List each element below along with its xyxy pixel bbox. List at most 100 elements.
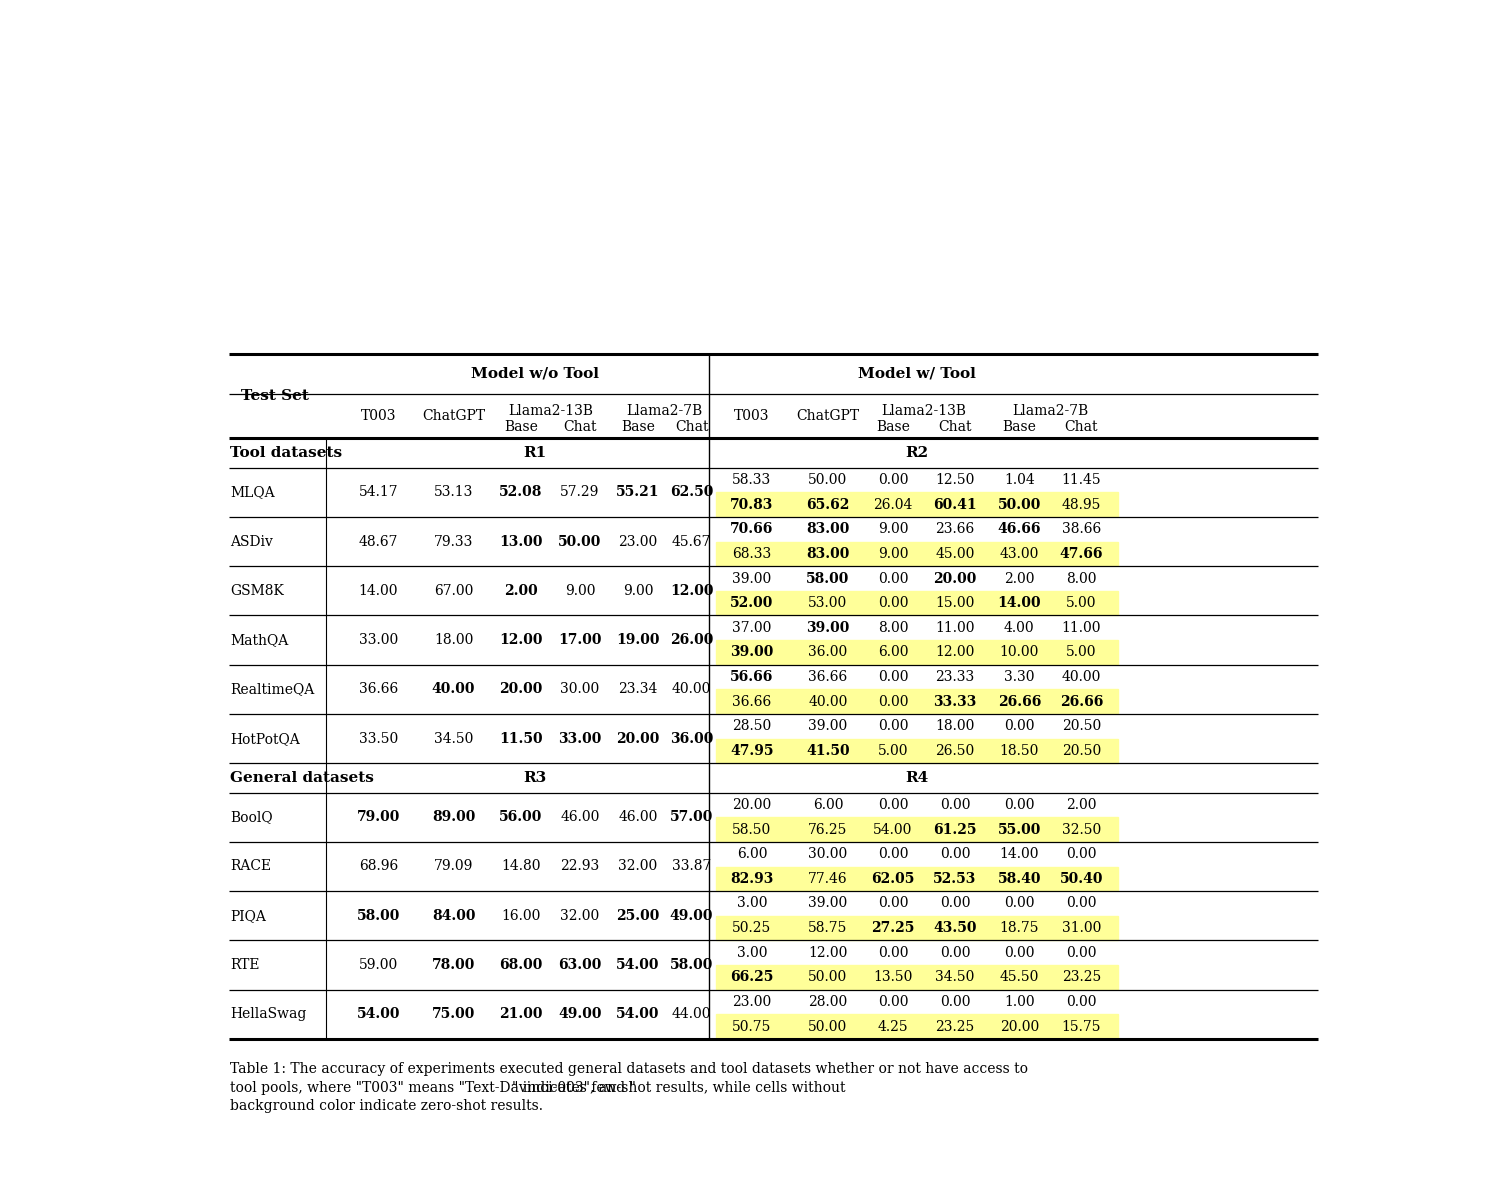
Text: 55.21: 55.21 — [617, 486, 660, 499]
Text: 23.25: 23.25 — [1062, 970, 1101, 984]
Text: MLQA: MLQA — [231, 486, 276, 499]
Text: 23.66: 23.66 — [936, 522, 974, 536]
Text: 26.66: 26.66 — [1059, 695, 1103, 709]
Text: 39.00: 39.00 — [808, 897, 848, 910]
Text: 34.50: 34.50 — [434, 732, 474, 745]
Text: 9.00: 9.00 — [878, 522, 909, 536]
Text: 84.00: 84.00 — [432, 909, 475, 923]
Text: 0.00: 0.00 — [878, 472, 909, 487]
Text: 54.00: 54.00 — [617, 1007, 660, 1022]
Text: 70.83: 70.83 — [730, 498, 773, 512]
Text: Table 1: The accuracy of experiments executed general datasets and tool datasets: Table 1: The accuracy of experiments exe… — [231, 1063, 1028, 1076]
Text: 56.66: 56.66 — [730, 670, 773, 684]
Text: 48.95: 48.95 — [1062, 498, 1101, 512]
Text: 49.00: 49.00 — [559, 1007, 602, 1022]
Text: 79.33: 79.33 — [434, 535, 474, 548]
Text: 36.66: 36.66 — [359, 683, 398, 696]
Bar — [715, 739, 1118, 762]
Text: Chat: Chat — [1065, 421, 1098, 434]
Text: 49.00: 49.00 — [670, 909, 714, 923]
Bar — [715, 641, 1118, 664]
Bar — [715, 965, 1118, 989]
Text: Llama2-7B: Llama2-7B — [1012, 404, 1089, 417]
Text: 15.75: 15.75 — [1061, 1019, 1101, 1034]
Text: Llama2-13B: Llama2-13B — [882, 404, 967, 417]
Text: 55.00: 55.00 — [998, 822, 1042, 837]
Text: 58.40: 58.40 — [998, 871, 1042, 886]
Text: 61.25: 61.25 — [933, 822, 977, 837]
Text: 28.00: 28.00 — [808, 995, 848, 1008]
Text: 68.00: 68.00 — [499, 958, 542, 972]
Text: 44.00: 44.00 — [672, 1007, 711, 1022]
Text: 12.50: 12.50 — [936, 472, 974, 487]
Text: 50.25: 50.25 — [733, 921, 772, 935]
Text: background color indicate zero-shot results.: background color indicate zero-shot resu… — [231, 1099, 544, 1113]
Text: 16.00: 16.00 — [501, 909, 541, 923]
Text: Model w/ Tool: Model w/ Tool — [858, 367, 976, 381]
Text: 52.08: 52.08 — [499, 486, 542, 499]
Bar — [715, 1014, 1118, 1039]
Text: RACE: RACE — [231, 859, 271, 874]
Text: 78.00: 78.00 — [432, 958, 475, 972]
Text: R3: R3 — [523, 770, 547, 785]
Text: MathQA: MathQA — [231, 633, 289, 647]
Text: RealtimeQA: RealtimeQA — [231, 683, 314, 696]
Text: 39.00: 39.00 — [733, 571, 772, 585]
Text: 43.50: 43.50 — [933, 921, 977, 935]
Bar — [715, 817, 1118, 841]
Text: 0.00: 0.00 — [1067, 897, 1097, 910]
Text: Chat: Chat — [675, 421, 708, 434]
Text: 5.00: 5.00 — [1067, 596, 1097, 611]
Text: R4: R4 — [904, 770, 928, 785]
Text: 4.25: 4.25 — [878, 1019, 909, 1034]
Text: 31.00: 31.00 — [1062, 921, 1101, 935]
Text: 0.00: 0.00 — [1067, 946, 1097, 959]
Text: 41.50: 41.50 — [806, 744, 849, 758]
Text: 34.50: 34.50 — [936, 970, 974, 984]
Text: ChatGPT: ChatGPT — [422, 409, 486, 423]
Text: 39.00: 39.00 — [808, 719, 848, 733]
Text: 33.87: 33.87 — [672, 859, 711, 874]
Text: 14.00: 14.00 — [1000, 847, 1039, 861]
Text: 40.00: 40.00 — [808, 695, 848, 709]
Text: 8.00: 8.00 — [1067, 571, 1097, 585]
Text: 26.50: 26.50 — [936, 744, 974, 758]
Text: 83.00: 83.00 — [806, 547, 849, 561]
Text: 68.33: 68.33 — [733, 547, 772, 561]
Text: HellaSwag: HellaSwag — [231, 1007, 307, 1022]
Text: Model w/o Tool: Model w/o Tool — [471, 367, 599, 381]
Text: 33.00: 33.00 — [559, 732, 602, 745]
Text: 62.50: 62.50 — [670, 486, 714, 499]
Text: Base: Base — [504, 421, 538, 434]
Text: 53.00: 53.00 — [808, 596, 848, 611]
Text: 54.00: 54.00 — [873, 822, 913, 837]
Text: 79.09: 79.09 — [434, 859, 474, 874]
Text: 36.00: 36.00 — [808, 645, 848, 660]
Text: 45.00: 45.00 — [936, 547, 974, 561]
Text: 67.00: 67.00 — [434, 584, 474, 597]
Text: 50.00: 50.00 — [998, 498, 1042, 512]
Bar — [715, 867, 1118, 891]
Text: 18.00: 18.00 — [936, 719, 974, 733]
Text: 50.40: 50.40 — [1059, 871, 1103, 886]
Text: Test Set: Test Set — [241, 389, 310, 403]
Text: 6.00: 6.00 — [878, 645, 909, 660]
Text: 9.00: 9.00 — [623, 584, 653, 597]
Text: 0.00: 0.00 — [878, 695, 909, 709]
Text: 0.00: 0.00 — [1004, 719, 1034, 733]
Text: 23.00: 23.00 — [733, 995, 772, 1008]
Text: 26.00: 26.00 — [670, 633, 714, 647]
Text: 3.00: 3.00 — [736, 946, 767, 959]
Text: ChatGPT: ChatGPT — [796, 409, 860, 423]
Text: 46.66: 46.66 — [998, 522, 1042, 536]
Bar — [715, 493, 1118, 516]
Text: 21.00: 21.00 — [499, 1007, 542, 1022]
Text: 53.13: 53.13 — [434, 486, 474, 499]
Text: Tool datasets: Tool datasets — [231, 446, 343, 460]
Text: 0.00: 0.00 — [878, 847, 909, 861]
Text: 40.00: 40.00 — [672, 683, 711, 696]
Text: 54.00: 54.00 — [356, 1007, 401, 1022]
Text: 19.00: 19.00 — [617, 633, 660, 647]
Text: 0.00: 0.00 — [1067, 847, 1097, 861]
Text: 54.17: 54.17 — [359, 486, 398, 499]
